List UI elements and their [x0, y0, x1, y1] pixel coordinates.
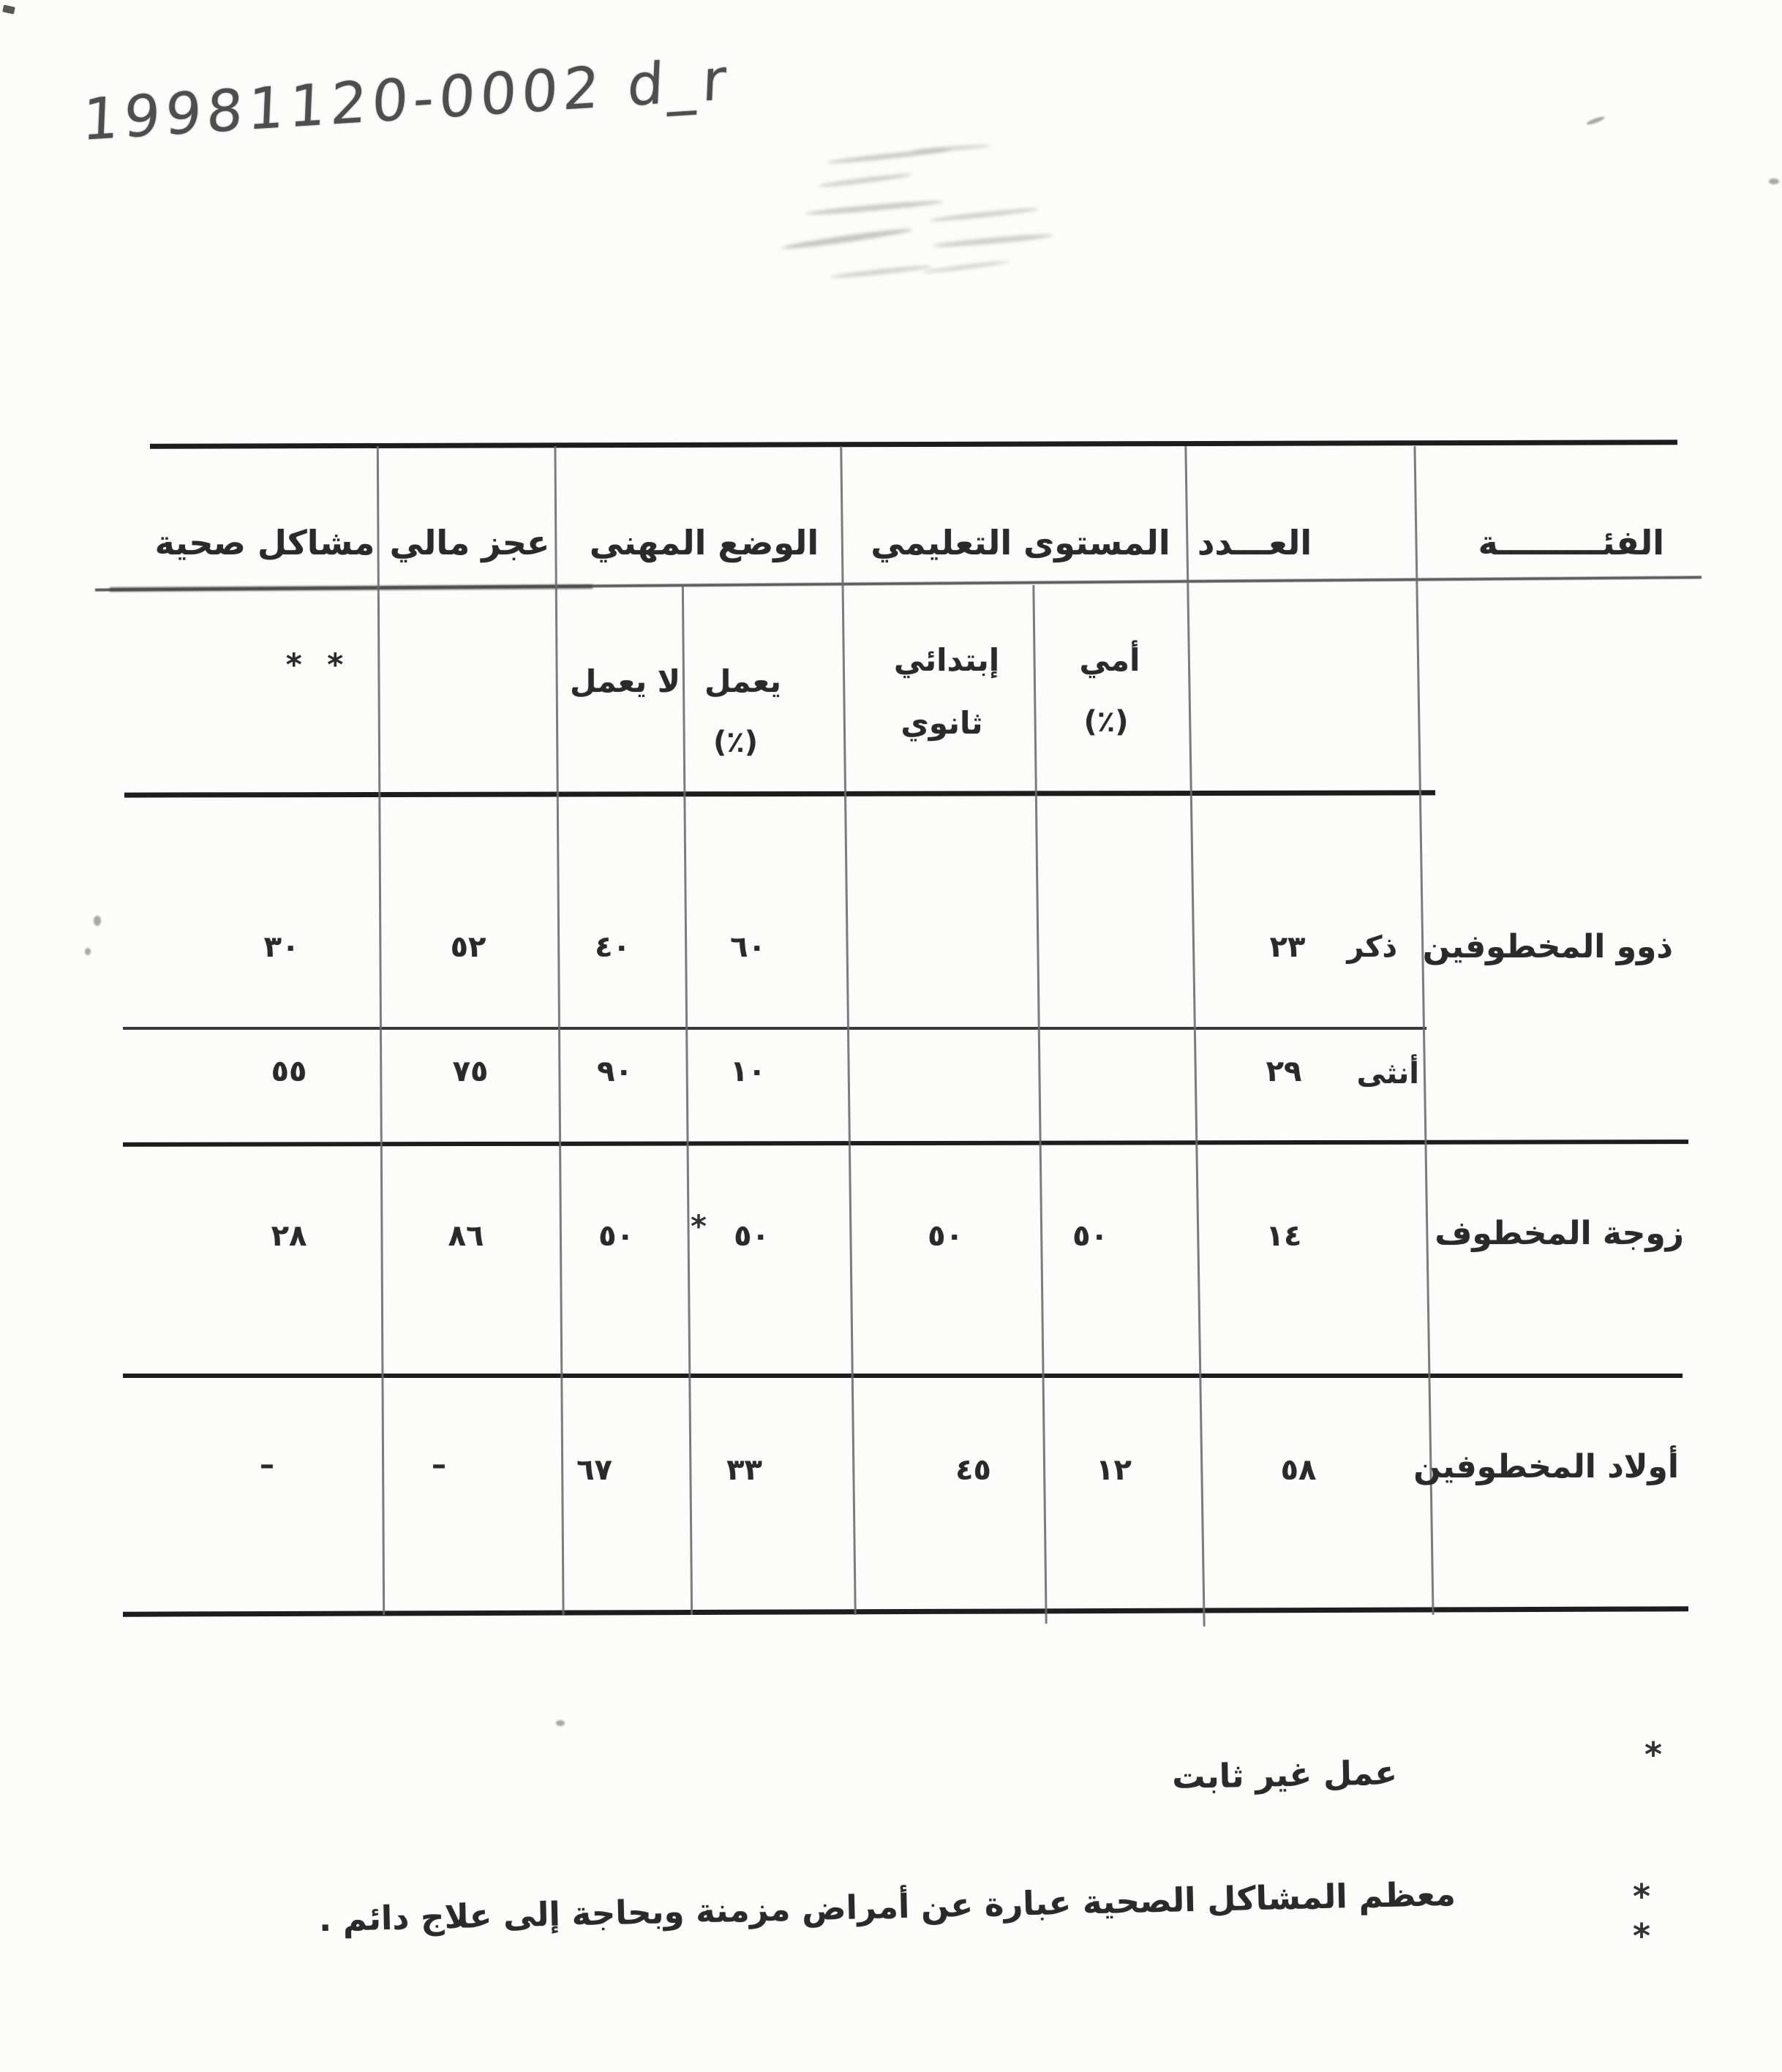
cell-working-row1: ٦٠: [730, 930, 766, 964]
cell-gender-row2: أنثى: [1356, 1057, 1419, 1090]
subheader-primary: إبتدائي: [893, 642, 1000, 678]
cell-financial-row4: –: [432, 1448, 446, 1482]
scan-speck: [94, 916, 101, 926]
scan-smudge: [818, 172, 913, 189]
cell-not-working-row4: ٦٧: [576, 1453, 612, 1487]
grid-vline-count-category: [1413, 446, 1435, 1615]
cell-count-row1: ٢٣: [1269, 930, 1306, 964]
subheader-health-stars: * *: [285, 647, 351, 682]
cell-illiterate-row3: ٥٠: [1072, 1219, 1108, 1253]
cell-not-working-row3: ٥٠: [598, 1219, 634, 1253]
footnote1-marker: *: [1644, 1735, 1663, 1774]
header-education: المستوى التعليمي: [871, 523, 1170, 562]
cell-primary-row4: ٤٥: [955, 1453, 991, 1487]
cell-primary-row3: ٥٠: [928, 1219, 963, 1253]
cell-not-working-row2: ٩٠: [597, 1055, 633, 1088]
subheader-working: يعمل: [704, 663, 782, 699]
grid-vline-financial-occupation: [554, 446, 565, 1615]
grid-vline-occupation-education: [840, 446, 857, 1615]
cell-gender-row1: ذكر: [1347, 930, 1397, 964]
header-underline-smudge: [109, 584, 593, 592]
scan-smudge: [910, 143, 992, 154]
header-health: مشاكل صحية: [154, 523, 375, 562]
cell-financial-row2: ٧٥: [452, 1055, 489, 1088]
scan-smudge: [929, 206, 1039, 223]
cell-count-row4: ٥٨: [1280, 1453, 1317, 1487]
scan-speck: [1585, 115, 1606, 127]
subheader-not-working: لا يعمل: [569, 663, 680, 699]
header-financial: عجز مالي: [389, 523, 550, 562]
handwritten-reference: 19981120-0002 d_r: [80, 46, 733, 154]
cell-working-row3: ٥٠: [734, 1219, 770, 1253]
cell-not-working-row1: ٤٠: [595, 930, 631, 964]
cell-category-row3: زوجة المخطوف: [1435, 1215, 1684, 1252]
header-category: الفئـــــــــة: [1478, 523, 1664, 562]
cell-working-row2: ١٠: [730, 1055, 766, 1088]
scan-smudge: [922, 259, 1010, 275]
scan-speck: [85, 948, 91, 955]
header-count: العـــدد: [1197, 523, 1312, 562]
scan-smudge: [830, 263, 933, 280]
scan-smudge: [781, 226, 913, 252]
grid-vline-occupation-split: [681, 585, 693, 1615]
grid-vline-education-count: [1184, 446, 1206, 1627]
subheader-illiterate: أمي: [1079, 642, 1140, 678]
row-separator-gender: [123, 1027, 1426, 1030]
cell-health-row1: ٣٠: [263, 930, 300, 964]
cell-category-row4: أولاد المخطوفين: [1413, 1448, 1679, 1485]
subheader-secondary: ثانوي: [901, 705, 983, 741]
cell-financial-row1: ٥٢: [450, 930, 486, 964]
scan-speck: [556, 1720, 565, 1726]
table-top-border: [149, 440, 1678, 449]
cell-health-row3: ٢٨: [271, 1219, 307, 1253]
cell-category-row1: ذوو المخطوفين: [1422, 928, 1673, 965]
cell-count-row2: ٢٩: [1266, 1055, 1302, 1088]
cell-count-row3: ١٤: [1266, 1219, 1302, 1253]
cell-health-row4: –: [260, 1448, 274, 1482]
cell-financial-row3: ٨٦: [448, 1219, 484, 1253]
cell-health-row2: ٥٥: [271, 1055, 307, 1088]
footnote2-marker: * *: [1633, 1877, 1660, 1956]
row-separator-2: [123, 1374, 1683, 1378]
header-occupation: الوضع المهني: [589, 523, 819, 562]
row-separator-1: [122, 1139, 1689, 1147]
cell-illiterate-row4: ١٢: [1096, 1453, 1132, 1487]
table-bottom-border: [122, 1606, 1689, 1617]
scan-smudge: [932, 232, 1054, 249]
scan-smudge: [805, 198, 944, 217]
footnote1-text: عمل غير ثابت: [1171, 1753, 1398, 1796]
grid-vline-health-financial: [376, 446, 386, 1615]
cell-working-note-row3: *: [691, 1208, 707, 1244]
scan-edge-mark: [2, 4, 15, 15]
subheader-working-pct: (٪): [713, 726, 758, 759]
cell-working-row4: ٣٣: [726, 1453, 762, 1487]
subheader-underline: [124, 790, 1436, 798]
subheader-illiterate-pct: (٪): [1083, 705, 1129, 739]
footnote2-text: معظم المشاكل الصحية عبارة عن أمراض مزمنة…: [318, 1874, 1456, 1940]
scan-speck: [1769, 178, 1779, 184]
